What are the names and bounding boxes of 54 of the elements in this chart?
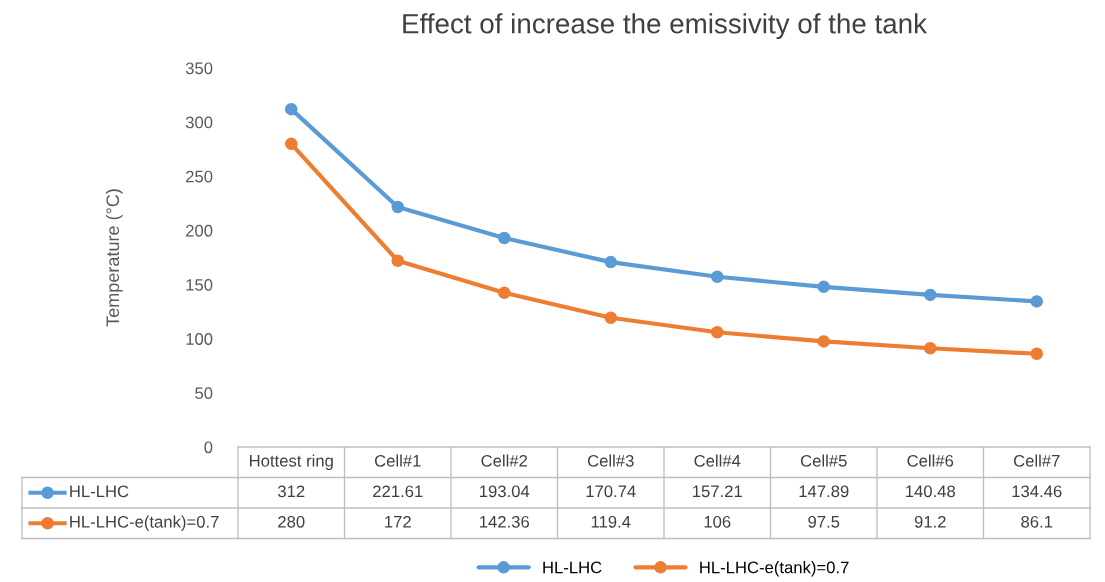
x-tick-label: Cell#7 <box>1013 454 1060 467</box>
y-tick-label: 300 <box>185 116 213 129</box>
data-label: 142.36 <box>480 515 530 528</box>
data-label: 119.4 <box>591 515 631 528</box>
point <box>497 231 511 245</box>
data-label: 147.89 <box>799 485 849 498</box>
data-label: 312 <box>277 485 305 498</box>
data-label: 106 <box>704 515 731 528</box>
point <box>284 102 298 116</box>
point <box>923 341 937 355</box>
chart-title: Effect of increase the emissivity of the tank <box>403 13 928 40</box>
point <box>604 311 618 324</box>
point <box>1030 347 1044 361</box>
data-label: 280 <box>278 515 305 528</box>
point <box>604 255 618 269</box>
point <box>710 325 724 339</box>
text: HL-LHC <box>543 561 602 574</box>
data-label: 97.5 <box>808 515 840 528</box>
data-label: 140.48 <box>906 485 956 498</box>
x-tick-label: Hottest ring <box>250 454 333 471</box>
y-tick-label: 0 <box>204 441 213 454</box>
data-label: 172 <box>385 515 411 528</box>
x-tick-label: Cell#5 <box>800 454 847 467</box>
legend-label: HL-LHC-e(tank)=0.7 <box>70 515 219 532</box>
y-tick-label: 50 <box>195 387 213 400</box>
x-tick-label: Cell#6 <box>907 454 954 467</box>
y-tick-label: 250 <box>186 170 213 183</box>
data-label: 193.04 <box>480 485 530 498</box>
point <box>391 200 405 214</box>
text: HL-LHC-e(tank)=0.7 <box>700 561 849 577</box>
y-tick-label: 350 <box>185 62 213 75</box>
x-tick-label: Cell#3 <box>587 454 634 467</box>
data-label: 170.74 <box>586 485 636 498</box>
point <box>923 288 937 302</box>
x-tick-label: Cell#4 <box>694 454 741 467</box>
data-label: 157.21 <box>693 485 742 498</box>
y-axis-title: Temperature (°C) <box>105 189 123 327</box>
point <box>710 270 724 284</box>
point <box>284 137 298 151</box>
legend-label: HL-LHC <box>70 485 129 498</box>
data-label: 134.46 <box>1012 485 1062 498</box>
x-tick-label: Cell#2 <box>481 454 528 467</box>
point <box>497 286 511 300</box>
data-label: 91.2 <box>914 515 946 528</box>
point <box>817 335 831 348</box>
x-tick-label: Cell#1 <box>374 454 421 467</box>
data-label: 86.1 <box>1021 515 1053 528</box>
data-label: 221.61 <box>373 485 423 498</box>
y-tick-label: 100 <box>186 333 213 345</box>
point <box>817 280 831 294</box>
y-tick-label: 150 <box>186 278 213 291</box>
y-tick-label: 200 <box>186 224 213 237</box>
point <box>391 254 405 267</box>
point <box>1030 295 1044 308</box>
